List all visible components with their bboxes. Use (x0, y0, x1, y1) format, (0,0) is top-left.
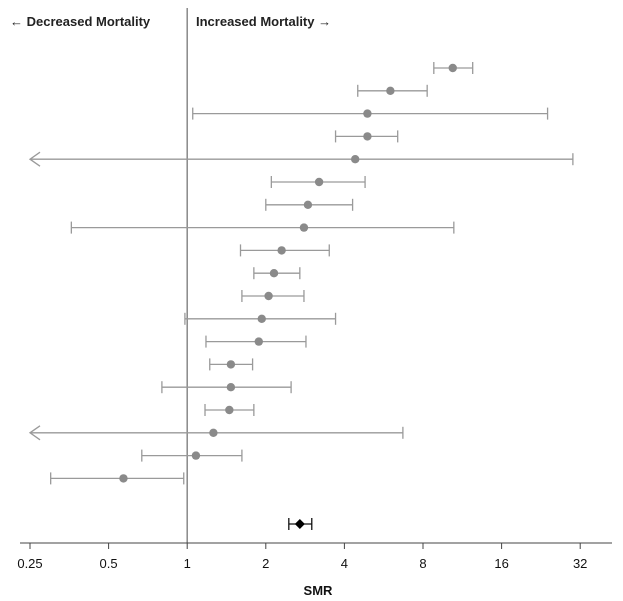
point-estimate (254, 337, 263, 346)
x-tick-label: 0.5 (100, 556, 118, 571)
study-row (204, 404, 255, 416)
x-tick-label: 32 (573, 556, 587, 571)
point-estimate (119, 474, 128, 483)
study-row (184, 312, 337, 325)
increased-mortality-label: Increased Mortality → (196, 14, 331, 29)
x-tick-label: 4 (341, 556, 348, 571)
point-estimate (191, 451, 201, 460)
point-estimate (226, 383, 236, 392)
study-row (28, 151, 574, 167)
study-rows (28, 62, 574, 485)
study-row (70, 221, 455, 234)
x-axis-ticks: 0.25 0.5 1 2 4 8 16 32 (17, 543, 587, 571)
point-estimate (303, 200, 313, 209)
point-estimate (314, 177, 324, 187)
point-estimate (363, 109, 372, 118)
pooled-diamond (294, 519, 305, 529)
study-row (205, 335, 307, 348)
study-row (334, 130, 399, 143)
x-tick-label: 2 (262, 556, 269, 571)
pooled-estimate (288, 518, 313, 530)
point-estimate (264, 291, 273, 301)
x-tick-label: 16 (494, 556, 508, 571)
point-estimate (257, 314, 266, 323)
study-row (239, 244, 330, 257)
point-estimate (448, 63, 457, 73)
point-estimate (225, 405, 234, 415)
study-row (253, 267, 301, 280)
study-row (433, 62, 474, 74)
study-row (241, 290, 305, 302)
study-row (357, 84, 428, 97)
study-row (192, 107, 549, 120)
ci-lower-arrow (28, 151, 41, 167)
x-tick-label: 0.25 (17, 556, 42, 571)
study-row (265, 198, 354, 211)
study-row (209, 358, 254, 371)
point-estimate (386, 86, 395, 96)
point-estimate (299, 223, 309, 232)
study-row (161, 381, 292, 394)
point-estimate (277, 246, 286, 255)
x-axis-title: SMR (304, 583, 334, 598)
point-estimate (226, 360, 236, 369)
study-row (141, 449, 243, 462)
ci-lower-arrow (28, 425, 41, 441)
study-row (270, 176, 366, 188)
point-estimate (363, 132, 372, 141)
x-tick-label: 1 (184, 556, 191, 571)
point-estimate (351, 155, 360, 164)
decreased-mortality-label: ← Decreased Mortality (10, 14, 151, 29)
point-estimate (269, 269, 279, 278)
point-estimate (209, 428, 218, 437)
study-row (28, 425, 404, 441)
x-tick-label: 8 (419, 556, 426, 571)
study-row (50, 472, 185, 485)
